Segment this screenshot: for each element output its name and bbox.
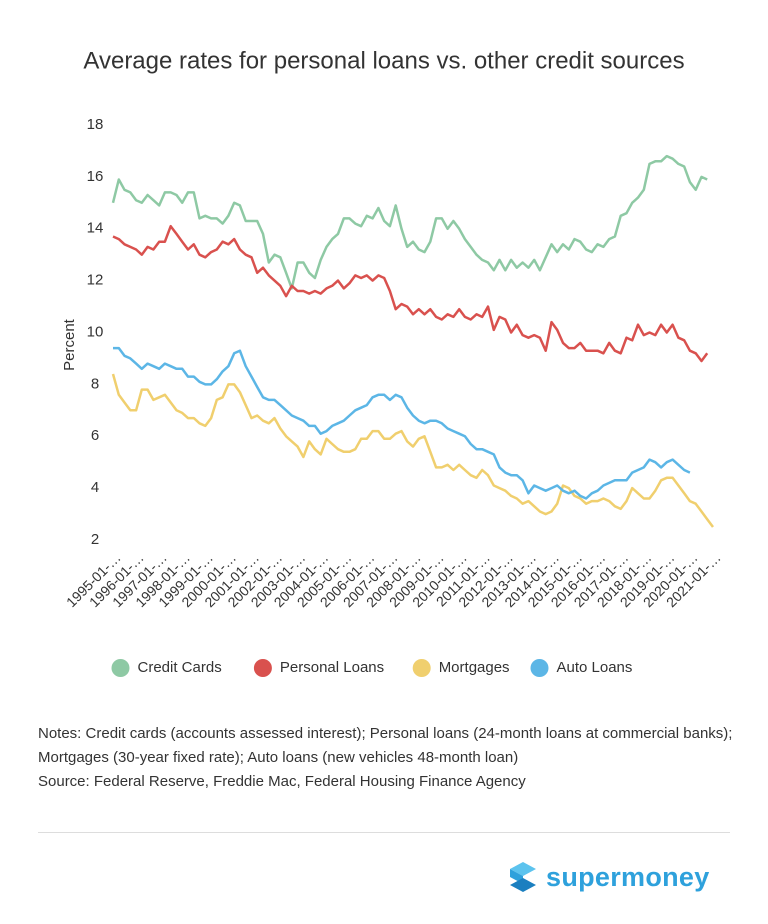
y-axis-label: Percent	[61, 318, 78, 371]
y-tick-label: 6	[91, 427, 99, 444]
chart: Average rates for personal loans vs. oth…	[61, 47, 724, 677]
legend-label: Credit Cards	[138, 659, 222, 676]
legend-label: Mortgages	[439, 659, 510, 676]
chart-title: Average rates for personal loans vs. oth…	[83, 47, 684, 74]
series-line	[111, 373, 714, 528]
logo: supermoney	[508, 860, 710, 894]
separator	[38, 832, 730, 833]
legend-marker	[530, 659, 549, 677]
y-tick-label: 2	[91, 531, 99, 548]
legend-label: Auto Loans	[557, 659, 633, 676]
y-tick-label: 16	[87, 168, 104, 185]
series-line	[111, 154, 708, 290]
legend-marker	[253, 659, 272, 677]
legend-label: Personal Loans	[280, 659, 384, 676]
y-tick-label: 10	[87, 323, 104, 340]
y-tick-label: 12	[87, 272, 104, 289]
brand-name: supermoney	[546, 861, 710, 892]
y-tick-label: 8	[91, 375, 99, 392]
y-tick-label: 18	[87, 116, 104, 133]
notes-text: Notes: Credit cards (accounts assessed i…	[38, 725, 733, 766]
source-text: Source: Federal Reserve, Freddie Mac, Fe…	[38, 773, 526, 790]
series-line	[112, 224, 709, 363]
notes: Notes: Credit cards (accounts assessed i…	[38, 722, 738, 794]
series-line	[113, 346, 691, 500]
logo-icon	[510, 862, 536, 892]
legend-marker	[412, 659, 431, 677]
legend-marker	[111, 659, 130, 677]
y-tick-label: 14	[87, 220, 104, 237]
y-tick-label: 4	[91, 479, 99, 496]
